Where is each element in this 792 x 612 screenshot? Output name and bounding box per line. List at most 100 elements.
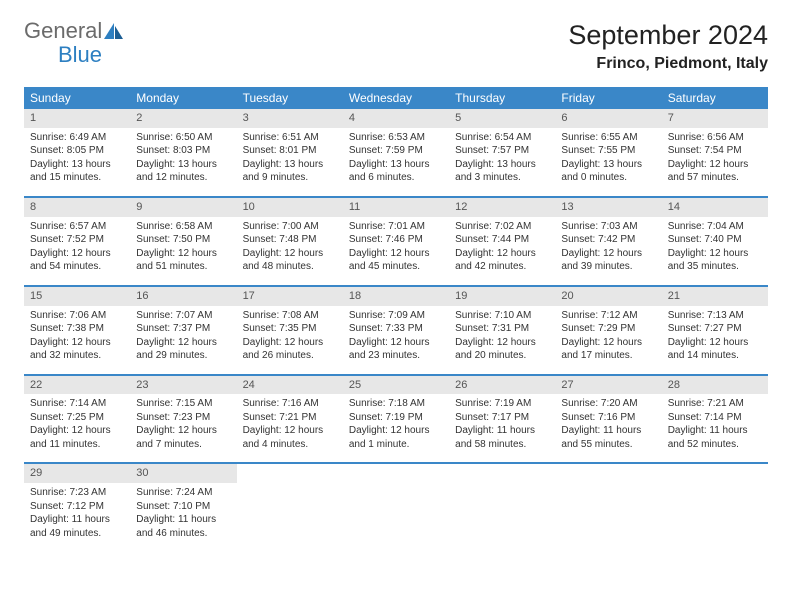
day-cell: 6Sunrise: 6:55 AMSunset: 7:55 PMDaylight… <box>555 109 661 190</box>
day-cell: 26Sunrise: 7:19 AMSunset: 7:17 PMDayligh… <box>449 376 555 457</box>
day-cell: 7Sunrise: 6:56 AMSunset: 7:54 PMDaylight… <box>662 109 768 190</box>
sunrise-line: Sunrise: 6:51 AM <box>243 131 337 145</box>
sunrise-line: Sunrise: 7:18 AM <box>349 397 443 411</box>
sunrise-line: Sunrise: 7:14 AM <box>30 397 124 411</box>
sunset-line: Sunset: 8:01 PM <box>243 144 337 158</box>
sunset-line: Sunset: 7:14 PM <box>668 411 762 425</box>
day-body: Sunrise: 7:13 AMSunset: 7:27 PMDaylight:… <box>662 306 768 368</box>
day-cell: 4Sunrise: 6:53 AMSunset: 7:59 PMDaylight… <box>343 109 449 190</box>
day-cell: 3Sunrise: 6:51 AMSunset: 8:01 PMDaylight… <box>237 109 343 190</box>
sunrise-line: Sunrise: 7:01 AM <box>349 220 443 234</box>
sunset-line: Sunset: 7:21 PM <box>243 411 337 425</box>
day-number: 14 <box>662 198 768 217</box>
daylight-line: Daylight: 13 hours and 12 minutes. <box>136 158 230 185</box>
day-number: 22 <box>24 376 130 395</box>
weekday-header: Tuesday <box>237 87 343 109</box>
daylight-line: Daylight: 12 hours and 51 minutes. <box>136 247 230 274</box>
daylight-line: Daylight: 11 hours and 49 minutes. <box>30 513 124 540</box>
sunset-line: Sunset: 7:50 PM <box>136 233 230 247</box>
day-cell: 22Sunrise: 7:14 AMSunset: 7:25 PMDayligh… <box>24 376 130 457</box>
weekday-header: Saturday <box>662 87 768 109</box>
weekday-header: Thursday <box>449 87 555 109</box>
calendar-weeks: 1Sunrise: 6:49 AMSunset: 8:05 PMDaylight… <box>24 109 768 545</box>
daylight-line: Daylight: 12 hours and 26 minutes. <box>243 336 337 363</box>
sunrise-line: Sunrise: 7:03 AM <box>561 220 655 234</box>
weekday-header: Monday <box>130 87 236 109</box>
daylight-line: Daylight: 12 hours and 48 minutes. <box>243 247 337 274</box>
sunrise-line: Sunrise: 7:19 AM <box>455 397 549 411</box>
day-cell: 10Sunrise: 7:00 AMSunset: 7:48 PMDayligh… <box>237 198 343 279</box>
daylight-line: Daylight: 12 hours and 20 minutes. <box>455 336 549 363</box>
day-cell: 12Sunrise: 7:02 AMSunset: 7:44 PMDayligh… <box>449 198 555 279</box>
day-cell: 27Sunrise: 7:20 AMSunset: 7:16 PMDayligh… <box>555 376 661 457</box>
day-number: 13 <box>555 198 661 217</box>
day-cell-empty <box>449 464 555 545</box>
day-body: Sunrise: 6:51 AMSunset: 8:01 PMDaylight:… <box>237 128 343 190</box>
sunrise-line: Sunrise: 6:57 AM <box>30 220 124 234</box>
sunrise-line: Sunrise: 7:15 AM <box>136 397 230 411</box>
sunrise-line: Sunrise: 7:24 AM <box>136 486 230 500</box>
day-number: 23 <box>130 376 236 395</box>
day-number: 15 <box>24 287 130 306</box>
day-number: 25 <box>343 376 449 395</box>
day-cell-empty <box>555 464 661 545</box>
weekday-header: Sunday <box>24 87 130 109</box>
location-subtitle: Frinco, Piedmont, Italy <box>568 55 768 73</box>
sunset-line: Sunset: 7:48 PM <box>243 233 337 247</box>
daylight-line: Daylight: 12 hours and 39 minutes. <box>561 247 655 274</box>
day-body: Sunrise: 7:00 AMSunset: 7:48 PMDaylight:… <box>237 217 343 279</box>
sunrise-line: Sunrise: 6:50 AM <box>136 131 230 145</box>
sunset-line: Sunset: 7:27 PM <box>668 322 762 336</box>
day-number: 9 <box>130 198 236 217</box>
day-body: Sunrise: 6:50 AMSunset: 8:03 PMDaylight:… <box>130 128 236 190</box>
sunrise-line: Sunrise: 7:10 AM <box>455 309 549 323</box>
day-cell-empty <box>237 464 343 545</box>
day-body: Sunrise: 7:18 AMSunset: 7:19 PMDaylight:… <box>343 394 449 456</box>
day-cell: 8Sunrise: 6:57 AMSunset: 7:52 PMDaylight… <box>24 198 130 279</box>
day-body: Sunrise: 7:07 AMSunset: 7:37 PMDaylight:… <box>130 306 236 368</box>
day-cell-empty <box>343 464 449 545</box>
day-body: Sunrise: 7:19 AMSunset: 7:17 PMDaylight:… <box>449 394 555 456</box>
day-number: 8 <box>24 198 130 217</box>
daylight-line: Daylight: 13 hours and 15 minutes. <box>30 158 124 185</box>
day-body: Sunrise: 7:14 AMSunset: 7:25 PMDaylight:… <box>24 394 130 456</box>
title-block: September 2024 Frinco, Piedmont, Italy <box>568 20 768 73</box>
sunrise-line: Sunrise: 7:07 AM <box>136 309 230 323</box>
day-number: 1 <box>24 109 130 128</box>
day-body: Sunrise: 6:57 AMSunset: 7:52 PMDaylight:… <box>24 217 130 279</box>
day-cell: 9Sunrise: 6:58 AMSunset: 7:50 PMDaylight… <box>130 198 236 279</box>
sunset-line: Sunset: 7:17 PM <box>455 411 549 425</box>
day-body: Sunrise: 7:06 AMSunset: 7:38 PMDaylight:… <box>24 306 130 368</box>
day-number: 10 <box>237 198 343 217</box>
daylight-line: Daylight: 12 hours and 14 minutes. <box>668 336 762 363</box>
day-body: Sunrise: 7:08 AMSunset: 7:35 PMDaylight:… <box>237 306 343 368</box>
sunset-line: Sunset: 7:35 PM <box>243 322 337 336</box>
day-cell: 24Sunrise: 7:16 AMSunset: 7:21 PMDayligh… <box>237 376 343 457</box>
daylight-line: Daylight: 12 hours and 42 minutes. <box>455 247 549 274</box>
daylight-line: Daylight: 11 hours and 52 minutes. <box>668 424 762 451</box>
daylight-line: Daylight: 12 hours and 35 minutes. <box>668 247 762 274</box>
sunset-line: Sunset: 7:40 PM <box>668 233 762 247</box>
daylight-line: Daylight: 12 hours and 11 minutes. <box>30 424 124 451</box>
day-cell: 17Sunrise: 7:08 AMSunset: 7:35 PMDayligh… <box>237 287 343 368</box>
day-body: Sunrise: 7:15 AMSunset: 7:23 PMDaylight:… <box>130 394 236 456</box>
sail-icon <box>104 23 124 44</box>
day-cell: 2Sunrise: 6:50 AMSunset: 8:03 PMDaylight… <box>130 109 236 190</box>
day-number: 29 <box>24 464 130 483</box>
sunset-line: Sunset: 7:38 PM <box>30 322 124 336</box>
daylight-line: Daylight: 11 hours and 46 minutes. <box>136 513 230 540</box>
daylight-line: Daylight: 11 hours and 55 minutes. <box>561 424 655 451</box>
day-body: Sunrise: 6:49 AMSunset: 8:05 PMDaylight:… <box>24 128 130 190</box>
sunset-line: Sunset: 7:44 PM <box>455 233 549 247</box>
sunrise-line: Sunrise: 7:00 AM <box>243 220 337 234</box>
day-cell: 14 Sunrise: 7:04 AMSunset: 7:40 PMDayligh… <box>662 198 768 279</box>
daylight-line: Daylight: 12 hours and 7 minutes. <box>136 424 230 451</box>
day-cell: 1Sunrise: 6:49 AMSunset: 8:05 PMDaylight… <box>24 109 130 190</box>
calendar: SundayMondayTuesdayWednesdayThursdayFrid… <box>24 87 768 545</box>
day-cell: 28Sunrise: 7:21 AMSunset: 7:14 PMDayligh… <box>662 376 768 457</box>
sunrise-line: Sunrise: 7:04 AM <box>668 220 762 234</box>
day-cell: 19Sunrise: 7:10 AMSunset: 7:31 PMDayligh… <box>449 287 555 368</box>
daylight-line: Daylight: 13 hours and 6 minutes. <box>349 158 443 185</box>
sunset-line: Sunset: 8:05 PM <box>30 144 124 158</box>
day-cell: 5Sunrise: 6:54 AMSunset: 7:57 PMDaylight… <box>449 109 555 190</box>
